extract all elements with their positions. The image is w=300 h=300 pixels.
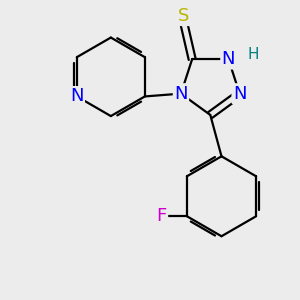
Text: S: S <box>178 7 189 25</box>
Text: F: F <box>157 207 167 225</box>
Text: N: N <box>233 85 246 103</box>
Text: H: H <box>248 47 260 62</box>
Text: N: N <box>222 50 235 68</box>
Text: N: N <box>174 85 188 103</box>
Text: N: N <box>70 87 84 105</box>
